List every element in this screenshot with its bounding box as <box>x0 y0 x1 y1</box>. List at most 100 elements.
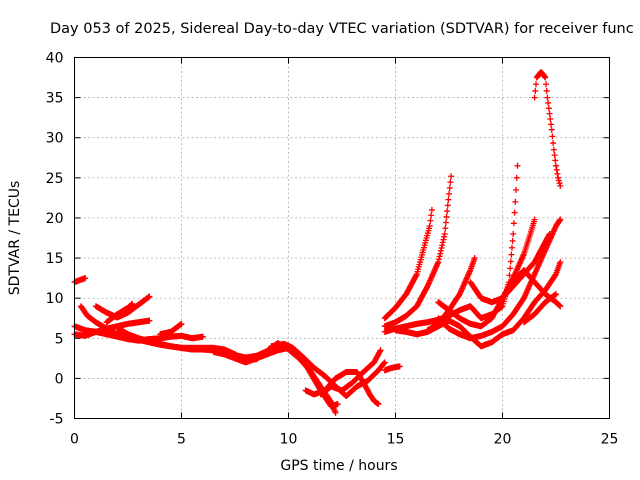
x-axis-label: GPS time / hours <box>280 458 397 474</box>
data-point <box>442 219 449 226</box>
series-arc-w <box>531 68 564 189</box>
y-tick-label: 5 <box>55 331 64 347</box>
data-point <box>543 81 550 88</box>
data-point <box>550 146 557 153</box>
series-arc-d <box>92 293 153 321</box>
data-point <box>513 186 520 193</box>
data-point <box>441 230 448 237</box>
data-point <box>557 216 564 223</box>
data-point <box>546 110 553 117</box>
data-point <box>199 333 206 340</box>
series-arc-j <box>302 368 382 408</box>
data-point <box>82 275 89 282</box>
y-tick-label: 0 <box>55 371 64 387</box>
x-tick-label: 5 <box>177 432 186 448</box>
data-point <box>548 126 555 133</box>
data-point <box>381 359 388 366</box>
data-point <box>471 255 478 262</box>
data-point <box>551 152 558 159</box>
data-point <box>332 409 339 416</box>
chart-title: Day 053 of 2025, Sidereal Day-to-day VTE… <box>50 21 634 37</box>
data-point <box>544 94 551 101</box>
y-axis-label: SDTVAR / TECUs <box>7 181 23 296</box>
data-point <box>554 170 561 177</box>
x-tick-label: 15 <box>387 432 405 448</box>
data-point <box>448 173 455 180</box>
series-arc-h <box>210 344 341 410</box>
data-point <box>510 220 517 227</box>
data-point <box>531 94 538 101</box>
series-arc-r <box>435 216 538 330</box>
data-point <box>508 244 515 251</box>
data-point <box>445 196 452 203</box>
data-point <box>514 162 521 169</box>
data-point <box>543 87 550 94</box>
y-tick-label: 15 <box>46 251 64 267</box>
data-point <box>446 184 453 191</box>
data-point <box>508 251 515 258</box>
data-point <box>511 209 518 216</box>
data-point <box>555 177 562 184</box>
y-tick-label: 35 <box>46 91 64 107</box>
data-point <box>531 216 538 223</box>
data-point <box>557 259 564 266</box>
data-point <box>377 347 384 354</box>
data-point <box>146 317 153 324</box>
data-point <box>444 208 451 215</box>
data-point <box>547 116 554 123</box>
data-point <box>553 166 560 173</box>
data-point <box>512 198 519 205</box>
data-point <box>548 121 555 128</box>
data-point <box>444 202 451 209</box>
data-point <box>555 174 562 181</box>
data-point <box>507 265 514 272</box>
plot-frame <box>74 57 610 419</box>
series-arc-t <box>435 216 564 342</box>
series-arc-p <box>392 259 564 350</box>
data-point <box>549 133 556 140</box>
data-point <box>446 190 452 197</box>
data-point <box>334 401 341 408</box>
data-point <box>553 162 559 169</box>
x-tick-label: 0 <box>70 432 79 448</box>
data-point <box>542 74 549 81</box>
y-tick-label: 30 <box>46 131 64 147</box>
series-arc-l <box>381 363 403 374</box>
series-arc-m <box>381 173 455 330</box>
data-point <box>552 157 559 164</box>
y-tick-label: 10 <box>46 291 64 307</box>
y-tick-label: 40 <box>46 51 64 67</box>
series-arc-n <box>381 206 435 322</box>
data-point <box>428 206 435 213</box>
series-arc-k <box>317 347 384 398</box>
y-tick-label: 25 <box>46 171 64 187</box>
data-point <box>550 140 557 147</box>
x-tick-label: 25 <box>601 432 619 448</box>
data-point <box>557 182 564 189</box>
tick-labels: 0 5 10 15 20 25 -5 0 5 10 15 20 25 30 35 40 <box>46 51 619 448</box>
data-point <box>375 401 382 408</box>
data-point <box>427 217 434 224</box>
series-arc-g <box>157 320 185 338</box>
series-arc-e <box>103 300 136 326</box>
data-point <box>442 225 449 232</box>
data-point <box>510 230 517 237</box>
data-point <box>426 222 433 229</box>
data-point <box>443 213 450 220</box>
data-point <box>396 363 403 370</box>
x-tick-label: 10 <box>280 432 298 448</box>
data-markers <box>71 68 564 416</box>
data-point <box>146 293 153 300</box>
data-point <box>509 237 516 244</box>
data-point <box>428 212 435 219</box>
data-point <box>513 174 520 181</box>
data-point <box>447 179 454 186</box>
data-point <box>545 105 552 112</box>
data-point <box>533 81 540 88</box>
series-early-high <box>71 275 89 286</box>
data-point <box>178 320 185 327</box>
y-tick-label: -5 <box>50 412 64 428</box>
x-tick-label: 20 <box>494 432 512 448</box>
